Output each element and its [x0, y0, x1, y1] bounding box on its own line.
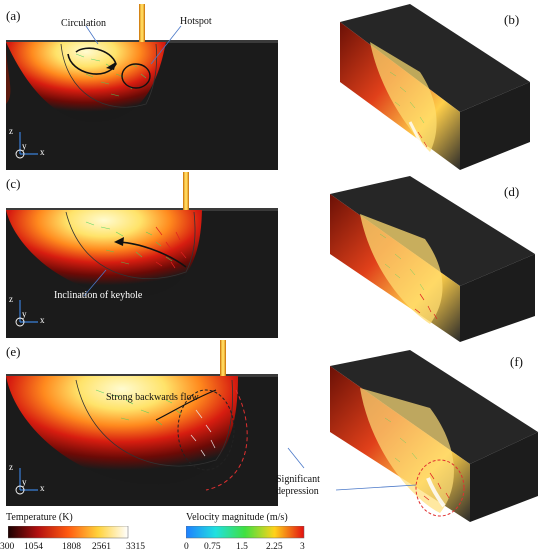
velocity-tick: 0.75 — [204, 542, 221, 552]
panel-e: (e) Strong backwards flow z y x — [6, 340, 278, 506]
panel-label-f: (f) — [510, 354, 523, 369]
panel-label-b: (b) — [504, 12, 520, 27]
temperature-colorbar-title: Temperature (K) — [6, 512, 73, 523]
panel-a-image — [6, 4, 278, 170]
backwards-flow-annotation: Strong backwards flow — [106, 392, 199, 403]
panel-label-e: (e) — [6, 344, 21, 359]
panel-c: (c) Inclination of keyhole z y x — [6, 172, 278, 338]
velocity-tick: 2.25 — [266, 542, 283, 552]
axis-x-label: x — [40, 483, 45, 493]
axis-y-label: y — [22, 477, 27, 487]
panel-label-d: (d) — [504, 184, 520, 199]
inclination-annotation: Inclination of keyhole — [54, 290, 143, 301]
axis-x-label: x — [40, 147, 45, 157]
hotspot-annotation: Hotspot — [180, 16, 212, 27]
circulation-annotation: Circulation — [61, 18, 106, 29]
temperature-gradient-bar — [8, 526, 129, 539]
panel-b: (b) — [300, 2, 550, 172]
panel-e-image — [6, 340, 278, 506]
axis-z-label: z — [9, 294, 13, 304]
velocity-tick: 0 — [184, 542, 189, 552]
panel-label-c: (c) — [6, 176, 21, 191]
temperature-tick: 300 — [0, 542, 15, 552]
panel-d: (d) — [300, 174, 550, 344]
depression-annotation-line1: Significant — [276, 474, 320, 485]
axis-y-label: y — [22, 141, 27, 151]
velocity-gradient-bar — [186, 526, 305, 539]
temperature-colorbar: Temperature (K) 300 1054 1808 2561 3315 — [0, 512, 186, 558]
velocity-tick: 3 — [300, 542, 305, 552]
axis-y-label: y — [22, 309, 27, 319]
depression-annotation-line2: depression — [276, 486, 319, 497]
axis-x-label: x — [40, 315, 45, 325]
velocity-colorbar-title: Velocity magnitude (m/s) — [186, 512, 288, 523]
velocity-colorbar: Velocity magnitude (m/s) 0 0.75 1.5 2.25… — [178, 512, 318, 558]
temperature-tick: 2561 — [92, 542, 111, 552]
panel-f-image — [330, 350, 538, 522]
axis-z-label: z — [9, 462, 13, 472]
panel-f: (f) — [300, 348, 550, 524]
panel-d-image — [330, 176, 535, 342]
panel-a: (a) Circulation Hotspot z y x — [6, 4, 278, 170]
temperature-tick: 1808 — [62, 542, 81, 552]
panel-label-a: (a) — [6, 8, 21, 23]
axis-z-label: z — [9, 126, 13, 136]
temperature-tick: 3315 — [126, 542, 145, 552]
velocity-tick: 1.5 — [236, 542, 248, 552]
depression-arrow — [287, 447, 417, 491]
panel-b-image — [340, 4, 530, 170]
panel-c-image — [6, 172, 278, 338]
temperature-tick: 1054 — [24, 542, 43, 552]
